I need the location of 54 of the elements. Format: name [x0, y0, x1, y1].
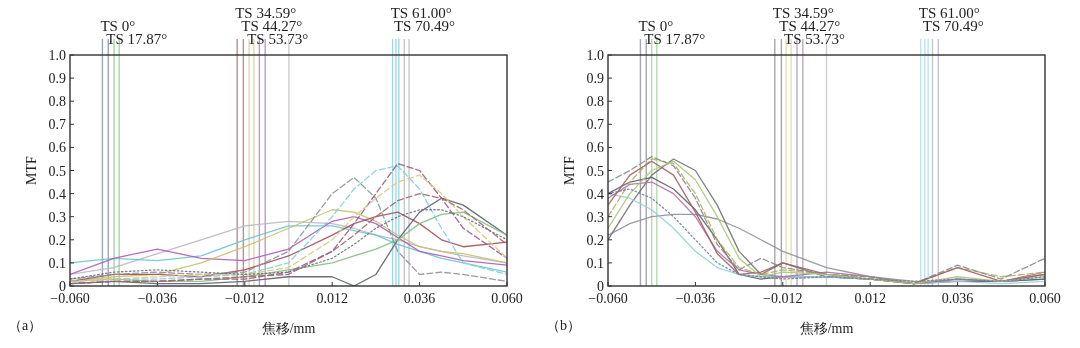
text: （b）: [546, 318, 581, 333]
y-tick-label: 0.4: [48, 186, 66, 202]
y-tick-label: 0.1: [48, 255, 66, 271]
y-tick-label: 0.1: [586, 255, 604, 271]
y-tick-label: 0.4: [586, 186, 604, 202]
x-axis-title: 焦移/mm: [261, 321, 316, 336]
x-tick-label: 0.012: [316, 291, 348, 306]
ref-line-label: TS 70.49°: [393, 18, 455, 34]
ref-line-label: TS 17.87°: [644, 31, 706, 47]
y-tick-label: 1.0: [48, 48, 66, 63]
y-tick-label: 0: [597, 279, 604, 294]
ref-line-label: TS 61.00°: [918, 5, 980, 21]
y-tick-label: 0.2: [48, 232, 66, 248]
y-tick-label: 0.8: [586, 94, 604, 110]
y-tick-label: 0.6: [48, 140, 66, 156]
ref-line-label: TS 61.00°: [390, 5, 452, 21]
y-tick-label: 0.7: [48, 117, 66, 133]
y-tick-label: 0.3: [586, 209, 604, 225]
x-tick-label: 0.036: [403, 291, 436, 306]
ref-line-label: TS 70.49°: [922, 18, 984, 34]
y-tick-label: 0.6: [586, 140, 604, 156]
ref-line-label: TS 0°: [100, 18, 136, 34]
y-tick-label: 0.5: [48, 163, 66, 179]
ref-line-label: TS 44.27°: [241, 18, 303, 34]
y-tick-label: 0.9: [586, 71, 604, 87]
x-axis-title: 焦移/mm: [799, 321, 854, 336]
y-tick-label: 0.5: [586, 163, 604, 179]
y-tick-label: 0.8: [48, 94, 66, 110]
ref-line-label: TS 44.27°: [779, 18, 841, 34]
ref-line-label: TS 34.59°: [235, 5, 297, 21]
x-tick-label: −0.012: [225, 291, 265, 306]
x-tick-label: 0.036: [941, 291, 974, 306]
y-axis-title: MTF: [562, 155, 577, 185]
ref-line-label: TS 0°: [638, 18, 674, 34]
x-tick-label: 0.012: [854, 291, 886, 306]
ref-line-label: TS 34.59°: [772, 5, 834, 21]
x-tick-label: −0.012: [763, 291, 803, 306]
x-tick-label: −0.036: [675, 291, 716, 306]
x-tick-label: −0.060: [50, 291, 90, 306]
text: （a）: [8, 318, 43, 333]
y-tick-label: 0.3: [48, 209, 66, 225]
ref-line-label: TS 17.87°: [106, 31, 168, 47]
y-tick-label: 0.9: [48, 71, 66, 87]
ref-line-label: TS 53.73°: [247, 31, 309, 47]
y-tick-label: 1.0: [586, 48, 604, 63]
y-tick-label: 0: [59, 279, 66, 294]
ref-line-label: TS 53.73°: [784, 31, 846, 47]
y-tick-label: 0.2: [586, 232, 604, 248]
x-tick-label: 0.060: [1029, 291, 1061, 306]
x-tick-label: 0.060: [491, 291, 523, 306]
x-tick-label: −0.036: [137, 291, 178, 306]
y-axis-title: MTF: [24, 155, 39, 185]
y-tick-label: 0.7: [586, 117, 604, 133]
x-tick-label: −0.060: [588, 291, 628, 306]
